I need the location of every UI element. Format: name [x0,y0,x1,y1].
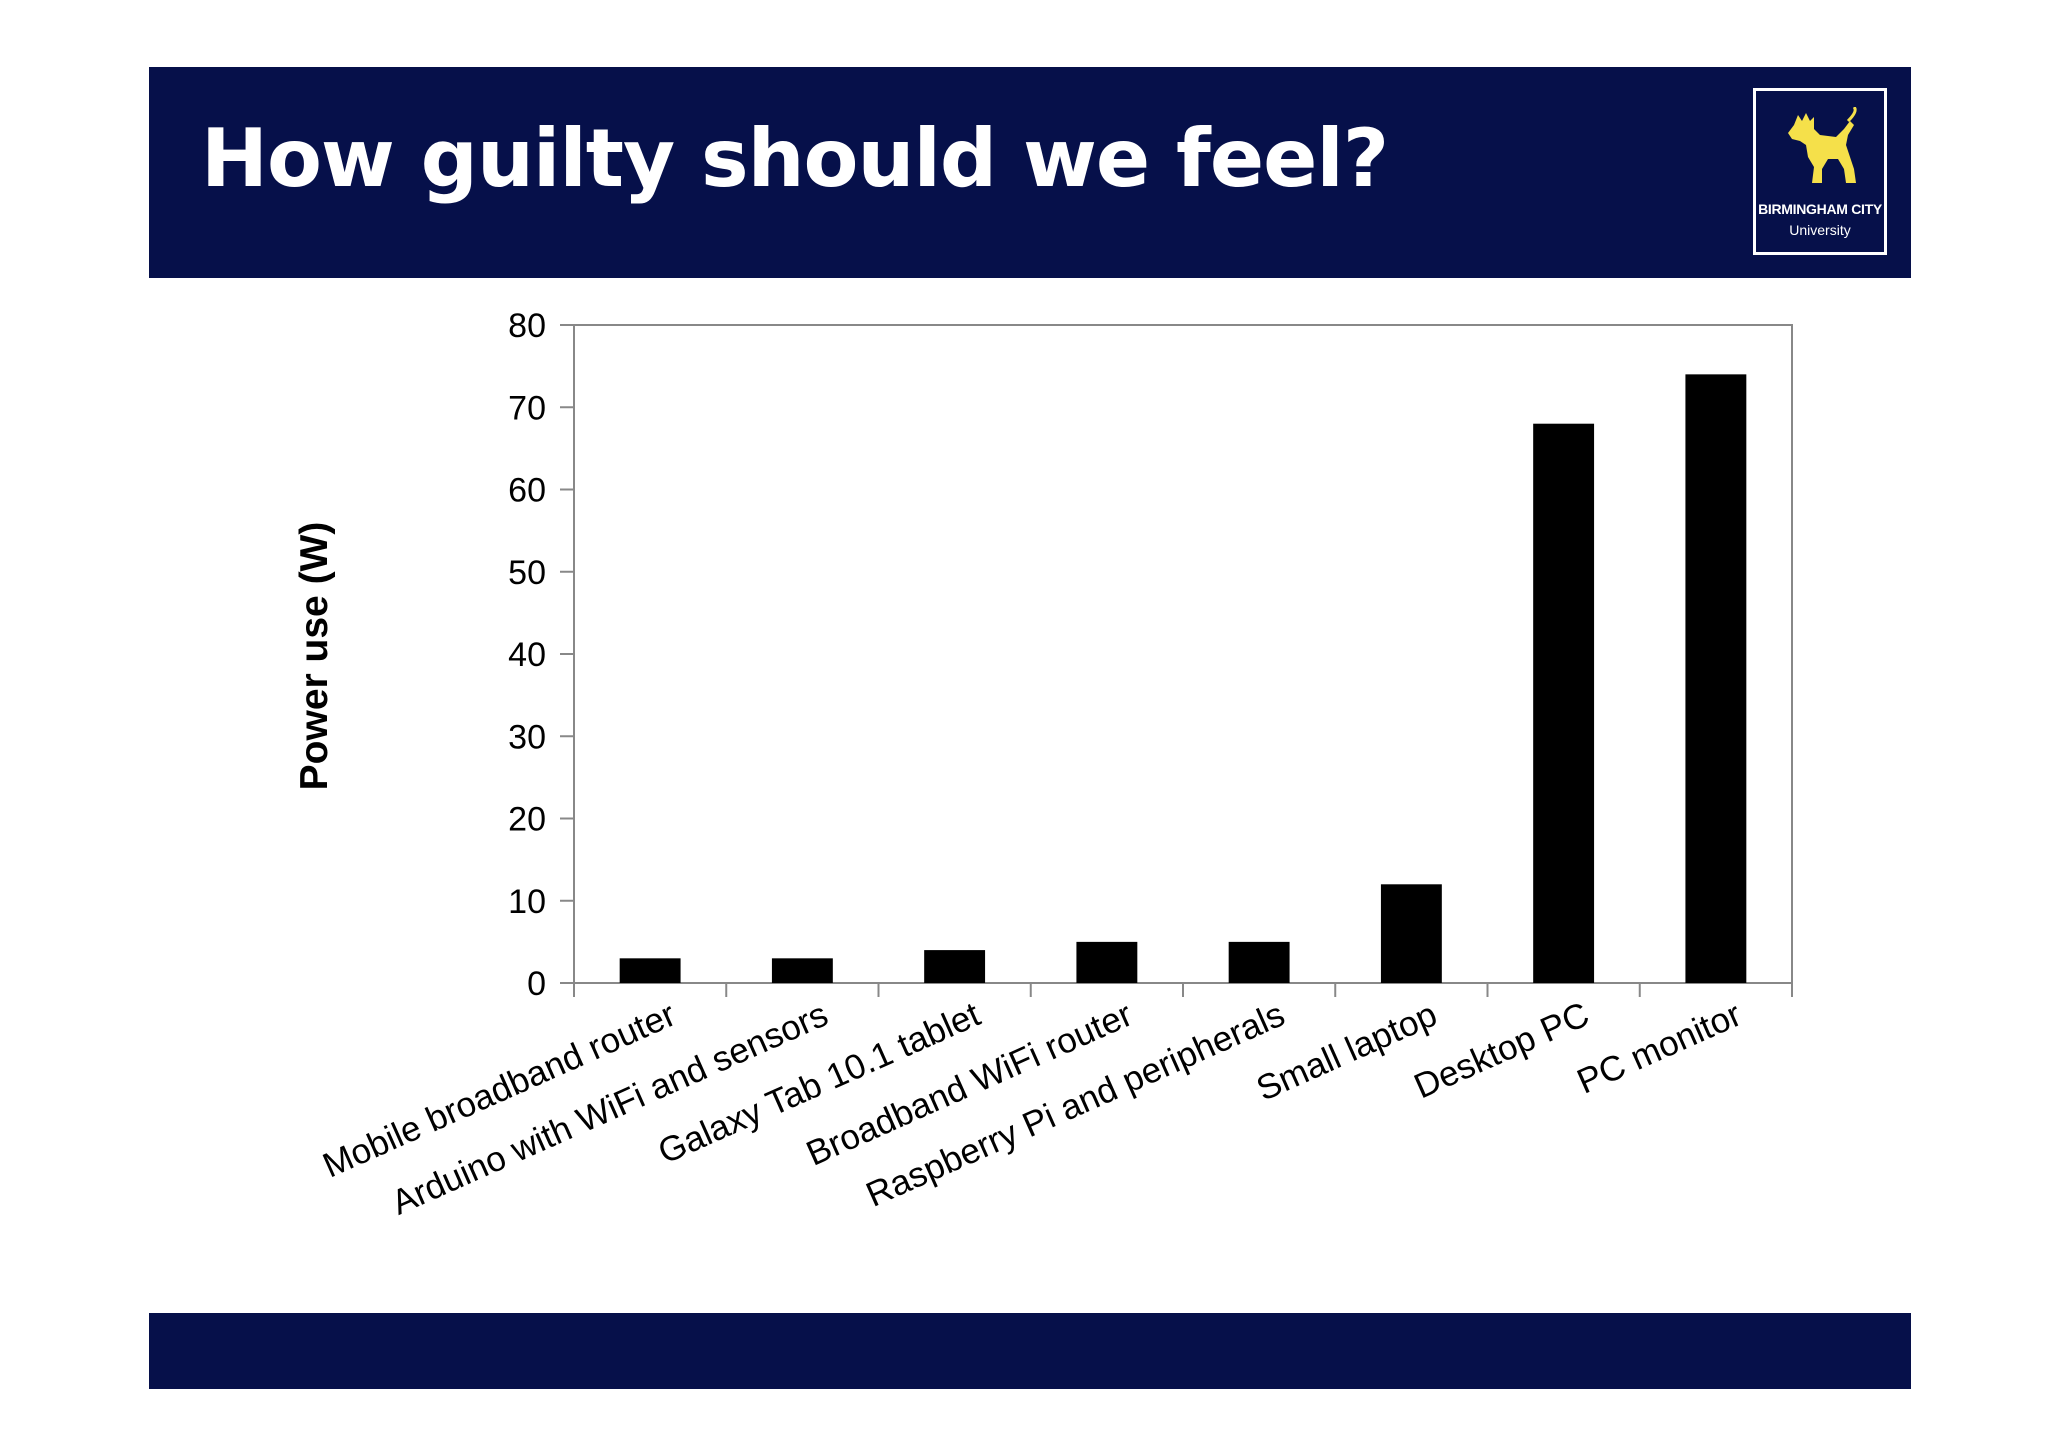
bar [619,958,681,983]
bar [1228,941,1290,983]
y-tick-label: 80 [508,307,546,345]
x-tick-label: PC monitor [1571,995,1747,1102]
y-tick-label: 40 [508,636,546,674]
bar [771,958,833,983]
plot-area-border [573,324,1793,984]
y-tick-label: 70 [508,389,546,427]
x-tick-label: Desktop PC [1408,995,1594,1107]
footer-band [149,1313,1911,1389]
slide-title: How guilty should we feel? [201,112,1389,205]
university-logo: BIRMINGHAM CITY University [1753,88,1887,255]
bar [1685,374,1747,984]
bar [1076,941,1138,983]
header-band: How guilty should we feel? BIRMINGHAM CI… [149,67,1911,278]
logo-university-subtitle: University [1789,222,1851,238]
logo-university-name: BIRMINGHAM CITY [1758,201,1882,217]
y-axis-ticks: 0 10 20 30 40 50 60 70 80 [508,307,574,1003]
y-tick-label: 50 [508,554,546,592]
bar [1380,884,1442,983]
bars [619,374,1747,984]
lion-crest-icon [1788,107,1857,183]
bar [1533,423,1595,983]
y-axis-label: Power use (W) [293,522,336,791]
y-tick-label: 10 [508,883,546,921]
bar [924,950,986,983]
y-tick-label: 0 [527,965,546,1003]
y-tick-label: 20 [508,801,546,839]
y-tick-label: 30 [508,718,546,756]
plot-frame [573,324,1793,984]
y-tick-label: 60 [508,472,546,510]
